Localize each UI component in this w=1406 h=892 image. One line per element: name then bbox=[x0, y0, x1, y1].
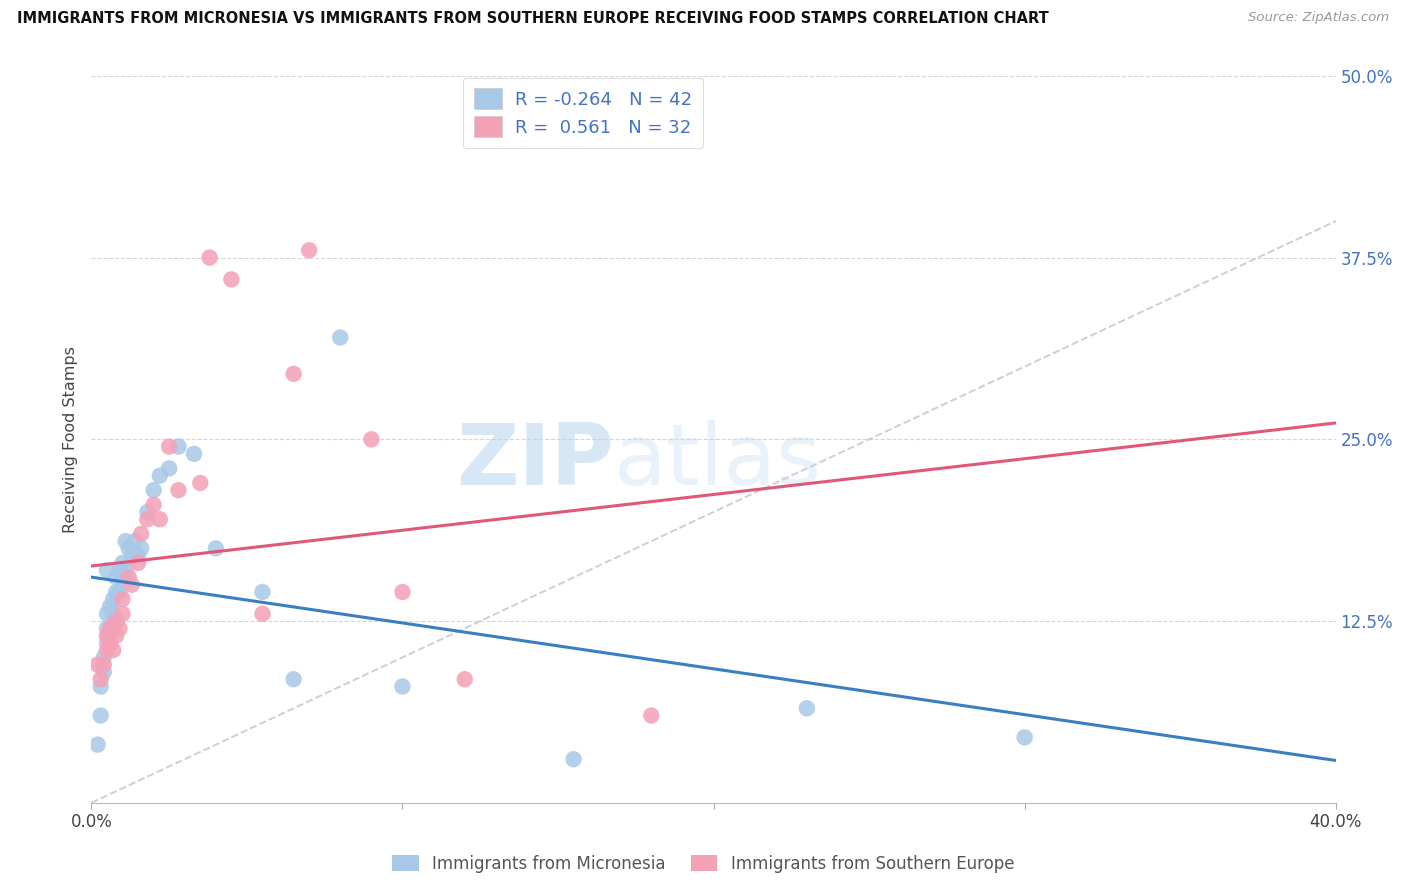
Point bbox=[105, 570, 128, 584]
Point bbox=[183, 447, 205, 461]
Point bbox=[111, 607, 134, 621]
Point bbox=[93, 650, 115, 665]
Point bbox=[118, 541, 141, 556]
Point bbox=[157, 461, 180, 475]
Point bbox=[101, 607, 124, 621]
Text: ZIP: ZIP bbox=[457, 419, 614, 502]
Point bbox=[121, 578, 143, 592]
Point bbox=[205, 541, 228, 556]
Point bbox=[98, 636, 121, 650]
Point bbox=[127, 556, 149, 570]
Point bbox=[121, 549, 143, 563]
Point bbox=[98, 636, 121, 650]
Point bbox=[129, 526, 152, 541]
Point bbox=[101, 643, 124, 657]
Y-axis label: Receiving Food Stamps: Receiving Food Stamps bbox=[63, 346, 79, 533]
Point bbox=[1014, 731, 1036, 745]
Point bbox=[96, 563, 118, 577]
Point bbox=[127, 549, 149, 563]
Point bbox=[136, 512, 159, 526]
Point bbox=[93, 657, 115, 672]
Point bbox=[142, 483, 165, 498]
Point bbox=[391, 585, 413, 599]
Point bbox=[101, 592, 124, 607]
Point bbox=[108, 563, 131, 577]
Point bbox=[796, 701, 818, 715]
Point bbox=[329, 330, 352, 344]
Point bbox=[167, 483, 190, 498]
Point bbox=[98, 621, 121, 635]
Legend: Immigrants from Micronesia, Immigrants from Southern Europe: Immigrants from Micronesia, Immigrants f… bbox=[385, 848, 1021, 880]
Point bbox=[105, 614, 128, 628]
Point bbox=[96, 621, 118, 635]
Point bbox=[562, 752, 585, 766]
Point bbox=[86, 738, 108, 752]
Point bbox=[98, 599, 121, 614]
Point bbox=[105, 629, 128, 643]
Point bbox=[90, 672, 112, 686]
Point bbox=[114, 534, 136, 549]
Point bbox=[111, 570, 134, 584]
Point bbox=[124, 534, 146, 549]
Point bbox=[96, 607, 118, 621]
Point bbox=[188, 475, 211, 490]
Point bbox=[198, 251, 221, 265]
Text: Source: ZipAtlas.com: Source: ZipAtlas.com bbox=[1249, 11, 1389, 24]
Point bbox=[149, 512, 172, 526]
Point bbox=[167, 440, 190, 454]
Point bbox=[453, 672, 475, 686]
Point bbox=[283, 672, 305, 686]
Point bbox=[136, 505, 159, 519]
Point bbox=[129, 541, 152, 556]
Point bbox=[114, 563, 136, 577]
Point bbox=[111, 592, 134, 607]
Text: atlas: atlas bbox=[614, 419, 823, 502]
Point bbox=[90, 708, 112, 723]
Point bbox=[298, 244, 321, 258]
Legend: R = -0.264   N = 42, R =  0.561   N = 32: R = -0.264 N = 42, R = 0.561 N = 32 bbox=[463, 78, 703, 148]
Point bbox=[98, 621, 121, 635]
Point bbox=[149, 468, 172, 483]
Point bbox=[96, 636, 118, 650]
Point bbox=[391, 680, 413, 694]
Point bbox=[101, 621, 124, 635]
Point bbox=[108, 585, 131, 599]
Point bbox=[96, 643, 118, 657]
Text: IMMIGRANTS FROM MICRONESIA VS IMMIGRANTS FROM SOUTHERN EUROPE RECEIVING FOOD STA: IMMIGRANTS FROM MICRONESIA VS IMMIGRANTS… bbox=[17, 11, 1049, 26]
Point bbox=[108, 621, 131, 635]
Point bbox=[105, 585, 128, 599]
Point bbox=[283, 367, 305, 381]
Point bbox=[360, 433, 382, 447]
Point bbox=[252, 585, 274, 599]
Point bbox=[221, 272, 243, 286]
Point bbox=[252, 607, 274, 621]
Point bbox=[142, 498, 165, 512]
Point bbox=[640, 708, 662, 723]
Point bbox=[86, 657, 108, 672]
Point bbox=[118, 570, 141, 584]
Point bbox=[157, 440, 180, 454]
Point bbox=[96, 629, 118, 643]
Point bbox=[90, 680, 112, 694]
Point bbox=[111, 556, 134, 570]
Point bbox=[93, 665, 115, 679]
